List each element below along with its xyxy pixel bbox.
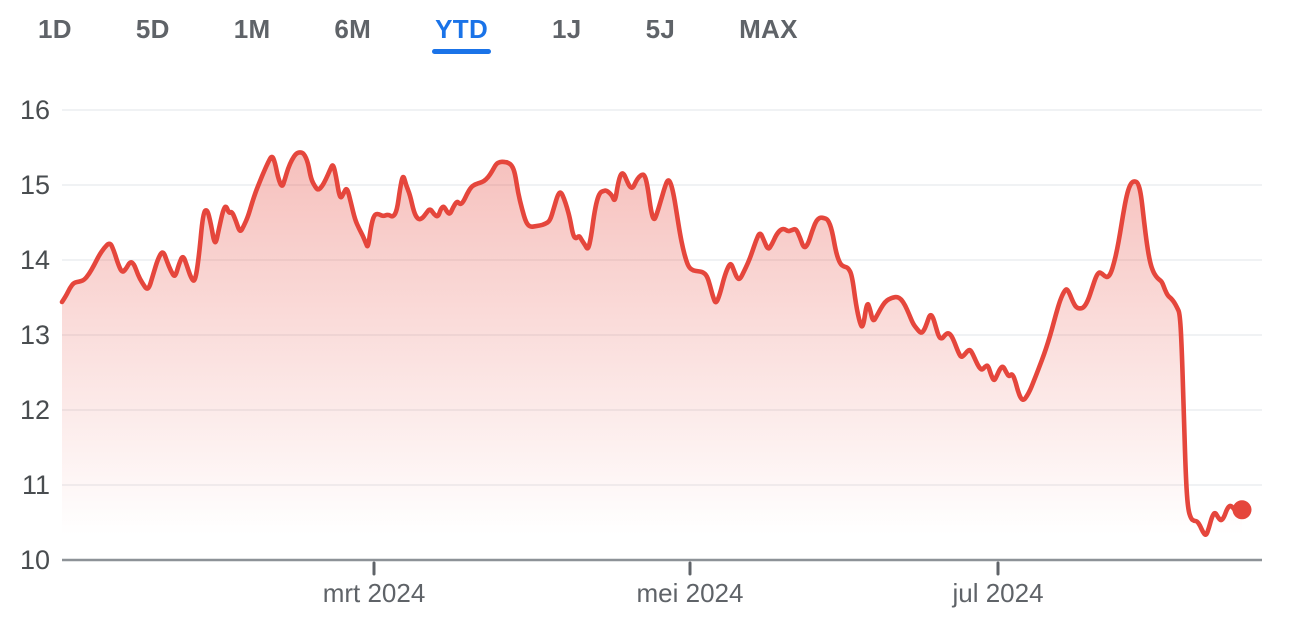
y-axis-tick-label: 11 (22, 470, 50, 500)
tab-6m[interactable]: 6M (334, 12, 371, 54)
time-range-tabs: 1D 5D 1M 6M YTD 1J 5J MAX (38, 12, 798, 54)
y-axis-tick-label: 10 (20, 545, 50, 575)
y-axis-tick-label: 16 (20, 95, 50, 125)
x-axis-tick-label: mrt 2024 (323, 578, 426, 608)
y-axis-tick-label: 12 (20, 395, 50, 425)
price-area-fill (62, 152, 1242, 560)
price-line (59, 150, 1245, 537)
x-axis-tick-label: jul 2024 (951, 578, 1043, 608)
tab-1m[interactable]: 1M (234, 12, 271, 54)
tab-1j[interactable]: 1J (552, 12, 582, 54)
last-price-dot (1232, 500, 1252, 520)
tab-5j[interactable]: 5J (646, 12, 676, 54)
tab-max[interactable]: MAX (739, 12, 798, 54)
tab-1d[interactable]: 1D (38, 12, 72, 54)
y-axis-tick-label: 14 (20, 245, 50, 275)
tab-ytd[interactable]: YTD (432, 12, 491, 54)
y-axis-tick-label: 13 (20, 320, 50, 350)
tab-5d[interactable]: 5D (136, 12, 170, 54)
x-axis-tick-label: mei 2024 (637, 578, 744, 608)
y-axis-tick-label: 15 (20, 170, 50, 200)
